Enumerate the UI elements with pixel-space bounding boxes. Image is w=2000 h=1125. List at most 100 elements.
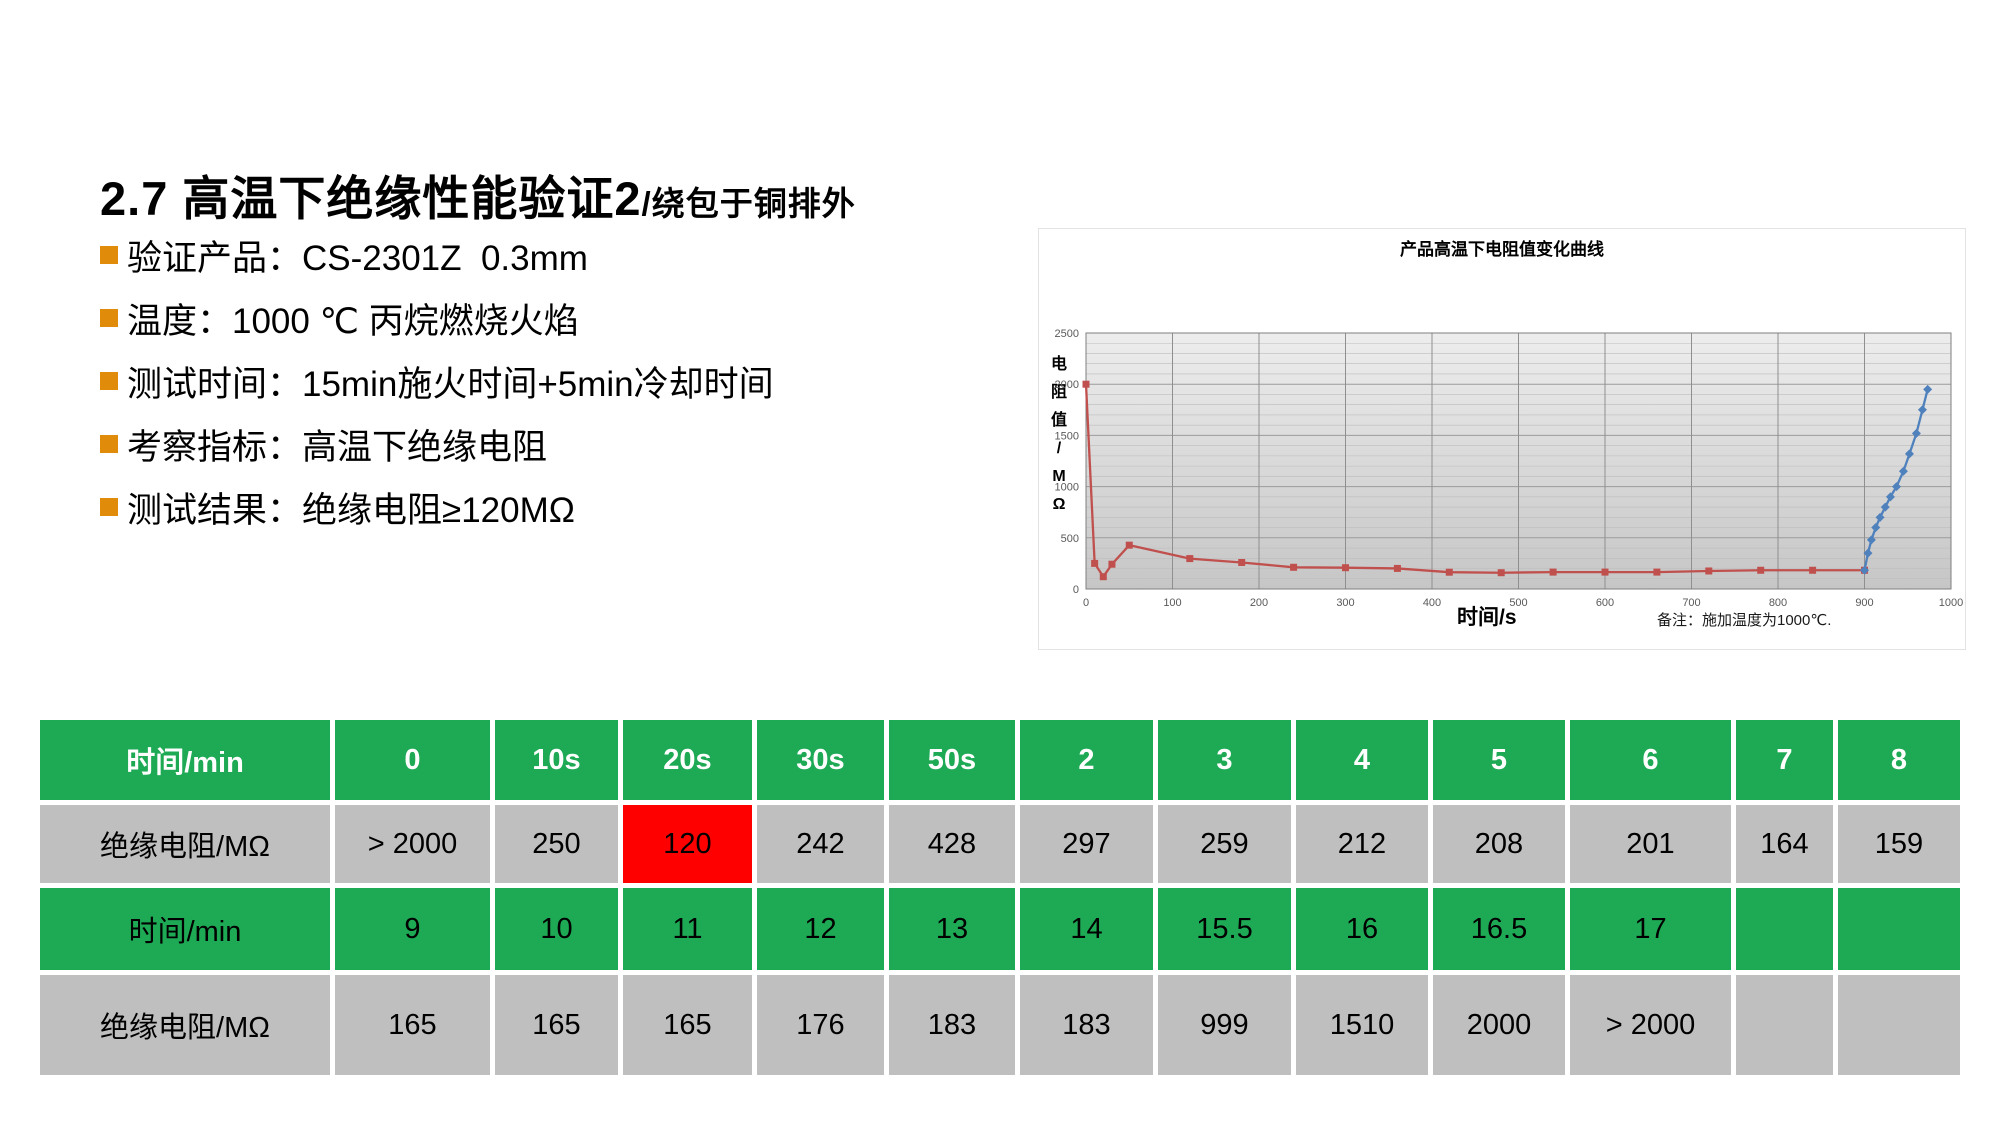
chart-x-axis-label: 时间/s	[1457, 606, 1517, 629]
row-header-cell: 时间/min	[40, 720, 330, 800]
x-tick-label: 900	[1855, 597, 1873, 609]
red-series-heating-marker	[1238, 558, 1246, 566]
chart-note: 备注：施加温度为1000℃.	[1657, 612, 1832, 629]
blue-series-cooling-marker	[1880, 502, 1890, 512]
resistance-cell: 165	[623, 975, 752, 1075]
time-cell: 7	[1736, 720, 1833, 800]
page-title-main: 2.7 高温下绝缘性能验证2	[100, 172, 642, 225]
y-axis-label-char: M	[1052, 468, 1066, 485]
bullet-list: 验证产品：CS-2301Z 0.3mm 温度：1000 ℃ 丙烷燃烧火焰测试时间：…	[100, 234, 774, 549]
bullet-item: 测试时间：15min施火时间+5min冷却时间	[100, 360, 774, 404]
y-tick-label: 2500	[1055, 328, 1079, 340]
y-tick-label: 2000	[1055, 379, 1079, 391]
x-tick-label: 0	[1083, 597, 1089, 609]
red-series-heating-marker	[1497, 569, 1505, 577]
resistance-cell: 212	[1296, 805, 1428, 883]
y-tick-label: 1000	[1055, 482, 1079, 494]
y-axis-label-char: 值	[1050, 412, 1067, 429]
time-cell: 11	[623, 888, 752, 970]
bullet-text: 验证产品：CS-2301Z 0.3mm	[127, 238, 588, 278]
red-series-heating-marker	[1125, 541, 1133, 549]
red-series-heating-marker	[1091, 559, 1099, 567]
x-tick-label: 700	[1682, 597, 1700, 609]
bullet-text: 考察指标：高温下绝缘电阻	[127, 427, 548, 467]
time-cell: 8	[1838, 720, 1960, 800]
blue-series-cooling-marker	[1917, 405, 1927, 415]
y-tick-label: 500	[1061, 533, 1079, 545]
time-cell: 10	[495, 888, 618, 970]
bullet-text: 测试结果：绝缘电阻≥120MΩ	[127, 490, 575, 530]
red-series-heating-marker	[1653, 568, 1661, 576]
resistance-cell: > 2000	[335, 805, 490, 883]
red-series-heating-marker	[1290, 563, 1298, 571]
bullet-item: 温度：1000 ℃ 丙烷燃烧火焰	[100, 297, 774, 341]
time-cell: 20s	[623, 720, 752, 800]
resistance-cell: 250	[495, 805, 618, 883]
bullet-item: 验证产品：CS-2301Z 0.3mm	[100, 234, 774, 278]
resistance-cell: 259	[1158, 805, 1291, 883]
resistance-cell: 999	[1158, 975, 1291, 1075]
blue-series-cooling-marker	[1904, 449, 1914, 459]
red-series-heating-marker	[1082, 380, 1090, 388]
time-cell: 16	[1296, 888, 1428, 970]
x-tick-label: 500	[1509, 597, 1527, 609]
resistance-cell: 297	[1020, 805, 1153, 883]
resistance-cell: 176	[757, 975, 884, 1075]
blue-series-cooling-marker	[1860, 565, 1869, 575]
row-header-cell: 绝缘电阻/MΩ	[40, 805, 330, 883]
x-tick-label: 600	[1596, 597, 1614, 609]
blue-series-cooling-marker	[1871, 523, 1881, 533]
resistance-cell: 165	[335, 975, 490, 1075]
blue-series-cooling-marker	[1892, 482, 1902, 492]
resistance-cell: 201	[1570, 805, 1731, 883]
resistance-cell: 164	[1736, 805, 1833, 883]
chart-plot-area: 0 500 1000 1500 2000 2500 0 100 200 300 400 500 600 7…	[1055, 328, 1964, 609]
time-cell: 50s	[889, 720, 1015, 800]
red-series-heating-marker	[1099, 573, 1107, 581]
x-tick-label: 100	[1163, 597, 1181, 609]
time-cell: 17	[1570, 888, 1731, 970]
resistance-cell: 165	[495, 975, 618, 1075]
bullet-item: 测试结果：绝缘电阻≥120MΩ	[100, 486, 774, 530]
resistance-cell	[1736, 975, 1833, 1075]
bullet-square-icon	[100, 435, 118, 453]
time-cell: 4	[1296, 720, 1428, 800]
y-tick-label: 0	[1073, 584, 1079, 596]
x-tick-label: 1000	[1939, 597, 1963, 609]
chart-y-axis-label: 电阻值 / M Ω	[1047, 351, 1071, 519]
resistance-cell: 2000	[1433, 975, 1565, 1075]
blue-series-cooling-marker	[1923, 384, 1933, 394]
row-header-cell: 时间/min	[40, 888, 330, 970]
time-cell: 9	[335, 888, 490, 970]
red-series-heating-marker	[1601, 568, 1609, 576]
bullet-square-icon	[100, 309, 118, 327]
blue-series-cooling-marker	[1866, 535, 1876, 545]
x-tick-label: 400	[1423, 597, 1441, 609]
red-series-heating-marker	[1705, 567, 1713, 575]
time-cell: 5	[1433, 720, 1565, 800]
time-cell: 10s	[495, 720, 618, 800]
y-axis-label-char: 电	[1050, 356, 1067, 373]
resistance-cell: 242	[757, 805, 884, 883]
blue-series-cooling-marker	[1885, 492, 1895, 502]
time-cell: 15.5	[1158, 888, 1291, 970]
row-header-cell: 绝缘电阻/MΩ	[40, 975, 330, 1075]
resistance-cell: 183	[1020, 975, 1153, 1075]
results-table: 时间/min 0 10s 20s 30s 50s 2 3 4 5 6 7 8 绝缘电阻/MΩ > 2000 2…	[40, 720, 1960, 1075]
blue-series-cooling-marker	[1875, 512, 1885, 522]
page-title: 2.7 高温下绝缘性能验证2/绕包于铜排外	[100, 160, 856, 229]
resistance-cell: 183	[889, 975, 1015, 1075]
time-cell: 6	[1570, 720, 1731, 800]
blue-series-cooling-marker	[1911, 428, 1921, 438]
red-series-heating-marker	[1809, 566, 1817, 574]
plot-border	[1085, 332, 1952, 590]
red-series-heating-marker	[1757, 566, 1765, 574]
time-cell: 14	[1020, 888, 1153, 970]
y-axis-label-char: /	[1056, 440, 1062, 457]
x-tick-label: 800	[1769, 597, 1787, 609]
time-cell	[1838, 888, 1960, 970]
time-cell: 2	[1020, 720, 1153, 800]
bullet-text: 测试时间：15min施火时间+5min冷却时间	[127, 364, 774, 404]
x-tick-label: 200	[1250, 597, 1268, 609]
